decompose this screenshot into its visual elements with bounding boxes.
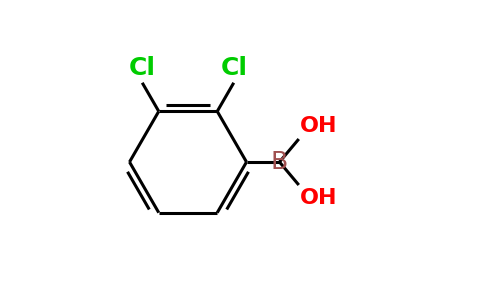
Text: Cl: Cl — [129, 56, 156, 80]
Text: OH: OH — [300, 116, 338, 136]
Text: Cl: Cl — [220, 56, 247, 80]
Text: OH: OH — [300, 188, 338, 208]
Text: B: B — [271, 150, 288, 174]
